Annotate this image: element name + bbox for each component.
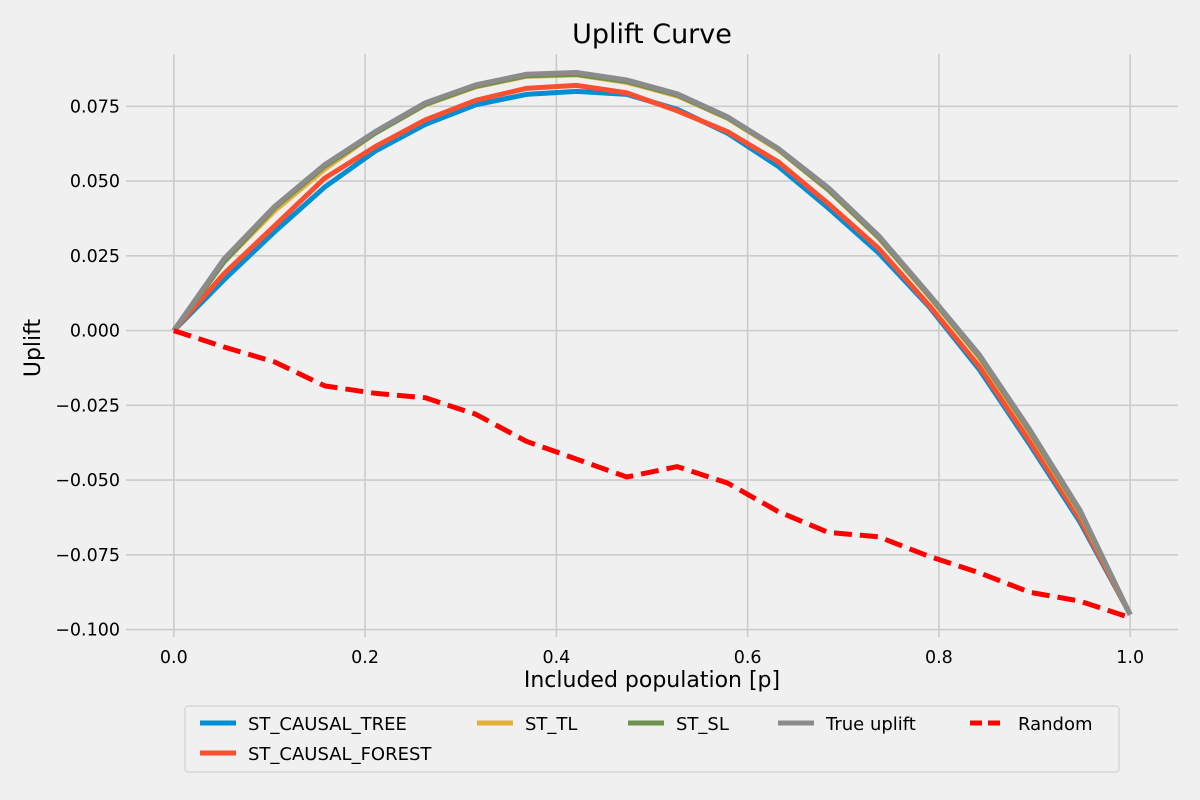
x-tick-label: 0.8 [925,648,953,668]
legend-label: ST_TL [525,714,577,735]
legend-item-random: Random [970,714,1093,735]
legend-item-st-tl: ST_TL [477,714,577,735]
y-tick-label: −0.075 [55,546,120,566]
x-tick-label: 0.6 [734,648,762,668]
series-lines [171,70,1133,620]
y-axis-label: Uplift [21,318,46,377]
series-line-true-uplift [171,70,1133,616]
y-tick-label: −0.025 [55,396,120,416]
legend-label: Random [1018,714,1093,735]
y-tick-label: −0.100 [55,621,120,641]
tick-labels: 0.0 0.2 0.4 0.6 0.8 1.0 −0.100 −0.075 −0.050 −0.0… [55,97,1144,668]
series-line-st-causal-forest [171,82,1133,616]
series-line-random [173,328,1131,620]
legend-item-st-sl: ST_SL [628,714,729,735]
x-tick-label: 0.0 [160,648,188,668]
legend-label: ST_CAUSAL_FOREST [248,744,432,765]
legend-item-st-causal-tree: ST_CAUSAL_TREE [200,714,407,735]
y-tick-label: 0.050 [70,172,120,192]
legend-label: True uplift [825,714,916,735]
x-tick-label: 1.0 [1116,648,1144,668]
chart-title: Uplift Curve [572,19,732,50]
y-tick-label: −0.050 [55,471,120,491]
legend: ST_CAUSAL_TREE ST_CAUSAL_FOREST ST_TL ST_SL… [184,705,1120,773]
legend-label: ST_SL [676,714,729,735]
legend-box [184,705,1120,773]
y-tick-label: 0.025 [70,247,120,267]
legend-item-st-causal-forest: ST_CAUSAL_FOREST [200,744,432,765]
y-tick-label: 0.000 [70,322,120,342]
y-tick-label: 0.075 [70,97,120,117]
legend-item-true-uplift: True uplift [778,714,916,735]
x-tick-label: 0.2 [351,648,379,668]
legend-label: ST_CAUSAL_TREE [248,714,407,735]
x-axis-label: Included population [p] [524,668,780,693]
x-tick-label: 0.4 [542,648,570,668]
